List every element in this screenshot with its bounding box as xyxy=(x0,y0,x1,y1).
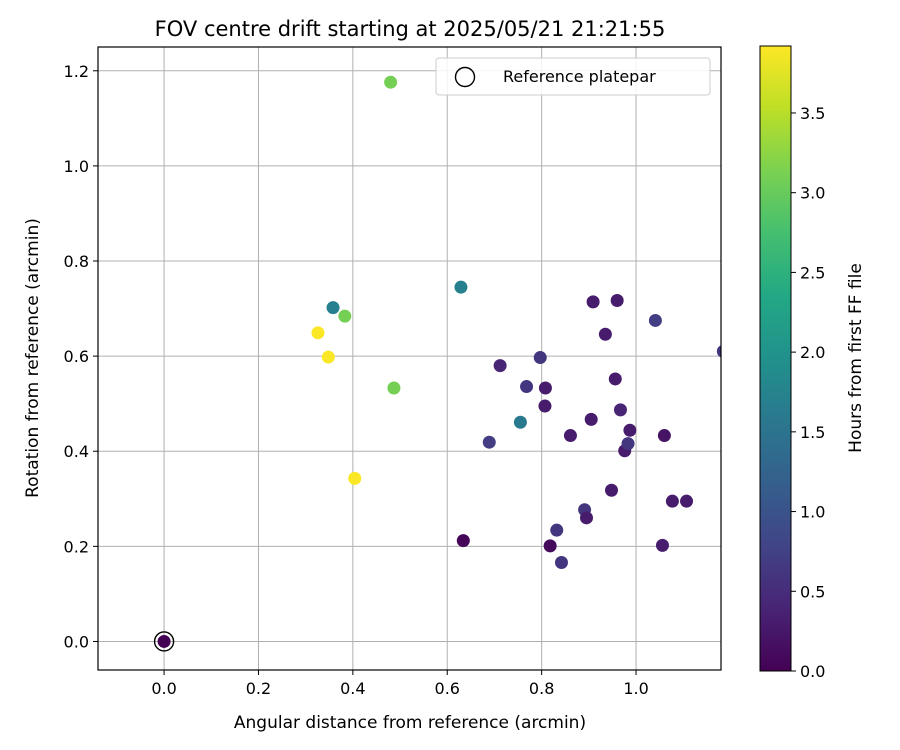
colorbar-tick-label: 0.5 xyxy=(800,582,825,601)
data-point xyxy=(648,313,662,327)
colorbar-tick-label: 3.0 xyxy=(800,184,825,203)
reference-platepar-marker xyxy=(153,631,175,652)
x-tick-label: 0.2 xyxy=(246,679,271,698)
data-point xyxy=(454,280,468,294)
x-tick-label: 0.4 xyxy=(340,679,365,698)
data-point xyxy=(157,634,171,648)
data-point xyxy=(655,538,669,552)
data-point xyxy=(456,534,470,548)
colorbar-tick-label: 2.5 xyxy=(800,263,825,282)
data-point xyxy=(543,539,557,553)
y-tick-label: 0.2 xyxy=(64,537,89,556)
data-point xyxy=(665,494,679,508)
data-point xyxy=(610,293,624,307)
data-point xyxy=(657,429,671,443)
data-point xyxy=(613,403,627,417)
colorbar: 0.0 0.5 1.0 1.5 2.0 2.5 3.0 3.5 Hours from firs… xyxy=(759,45,866,681)
data-point xyxy=(513,415,527,429)
data-point xyxy=(538,381,552,395)
data-point xyxy=(520,380,534,394)
data-point xyxy=(384,75,398,89)
data-point xyxy=(311,326,325,340)
data-points xyxy=(153,75,721,652)
colorbar-tick-label: 3.5 xyxy=(800,104,825,123)
grid-lines xyxy=(98,47,721,670)
y-tick-label: 0.4 xyxy=(64,442,89,461)
data-point xyxy=(321,350,335,364)
x-tick-label: 0.8 xyxy=(529,679,554,698)
data-point xyxy=(608,372,622,386)
data-point xyxy=(579,511,593,525)
plot-frame xyxy=(97,46,722,671)
y-axis-label: Rotation from reference (arcmin) xyxy=(23,218,43,498)
colorbar-gradient xyxy=(759,45,792,672)
data-point xyxy=(680,494,694,508)
x-tick-label: 1.0 xyxy=(623,679,648,698)
data-point xyxy=(493,359,507,373)
legend-marker-icon xyxy=(454,66,476,88)
x-tick-label: 0.6 xyxy=(435,679,460,698)
y-tick-label: 0.8 xyxy=(64,252,89,271)
x-tick-label: 0.0 xyxy=(151,679,176,698)
y-tick-label: 1.2 xyxy=(64,62,89,81)
data-point xyxy=(533,351,547,365)
x-axis-label: Angular distance from reference (arcmin) xyxy=(234,713,586,733)
legend: Reference platepar xyxy=(435,57,711,96)
colorbar-tick-label: 1.5 xyxy=(800,423,825,442)
data-point xyxy=(387,381,401,395)
colorbar-tick-label: 0.0 xyxy=(800,662,825,681)
x-ticks: 0.0 0.2 0.4 0.6 0.8 1.0 xyxy=(151,670,649,698)
data-point xyxy=(584,412,598,426)
data-point xyxy=(550,523,564,537)
y-tick-label: 1.0 xyxy=(64,157,89,176)
data-point xyxy=(482,435,496,449)
data-point xyxy=(348,471,362,485)
data-point xyxy=(623,423,637,437)
chart-title: FOV centre drift starting at 2025/05/21 … xyxy=(155,17,666,41)
legend-box xyxy=(435,57,711,96)
data-point xyxy=(716,345,721,358)
y-ticks: 0.0 0.2 0.4 0.6 0.8 1.0 1.2 xyxy=(64,62,98,651)
data-point xyxy=(605,483,619,497)
colorbar-tick-label: 1.0 xyxy=(800,503,825,522)
data-point xyxy=(598,327,612,341)
data-point xyxy=(586,295,600,309)
colorbar-ticks: 0.0 0.5 1.0 1.5 2.0 2.5 3.0 3.5 xyxy=(791,104,825,681)
colorbar-tick-label: 2.0 xyxy=(800,343,825,362)
data-point xyxy=(621,437,635,451)
data-point xyxy=(563,429,577,443)
legend-label-reference: Reference platepar xyxy=(503,67,656,86)
y-tick-label: 0.6 xyxy=(64,347,89,366)
data-point xyxy=(326,301,340,315)
y-tick-label: 0.0 xyxy=(64,632,89,651)
data-point xyxy=(538,399,552,413)
data-point xyxy=(554,556,568,570)
data-point xyxy=(338,309,352,323)
colorbar-label: Hours from first FF file xyxy=(846,263,866,453)
